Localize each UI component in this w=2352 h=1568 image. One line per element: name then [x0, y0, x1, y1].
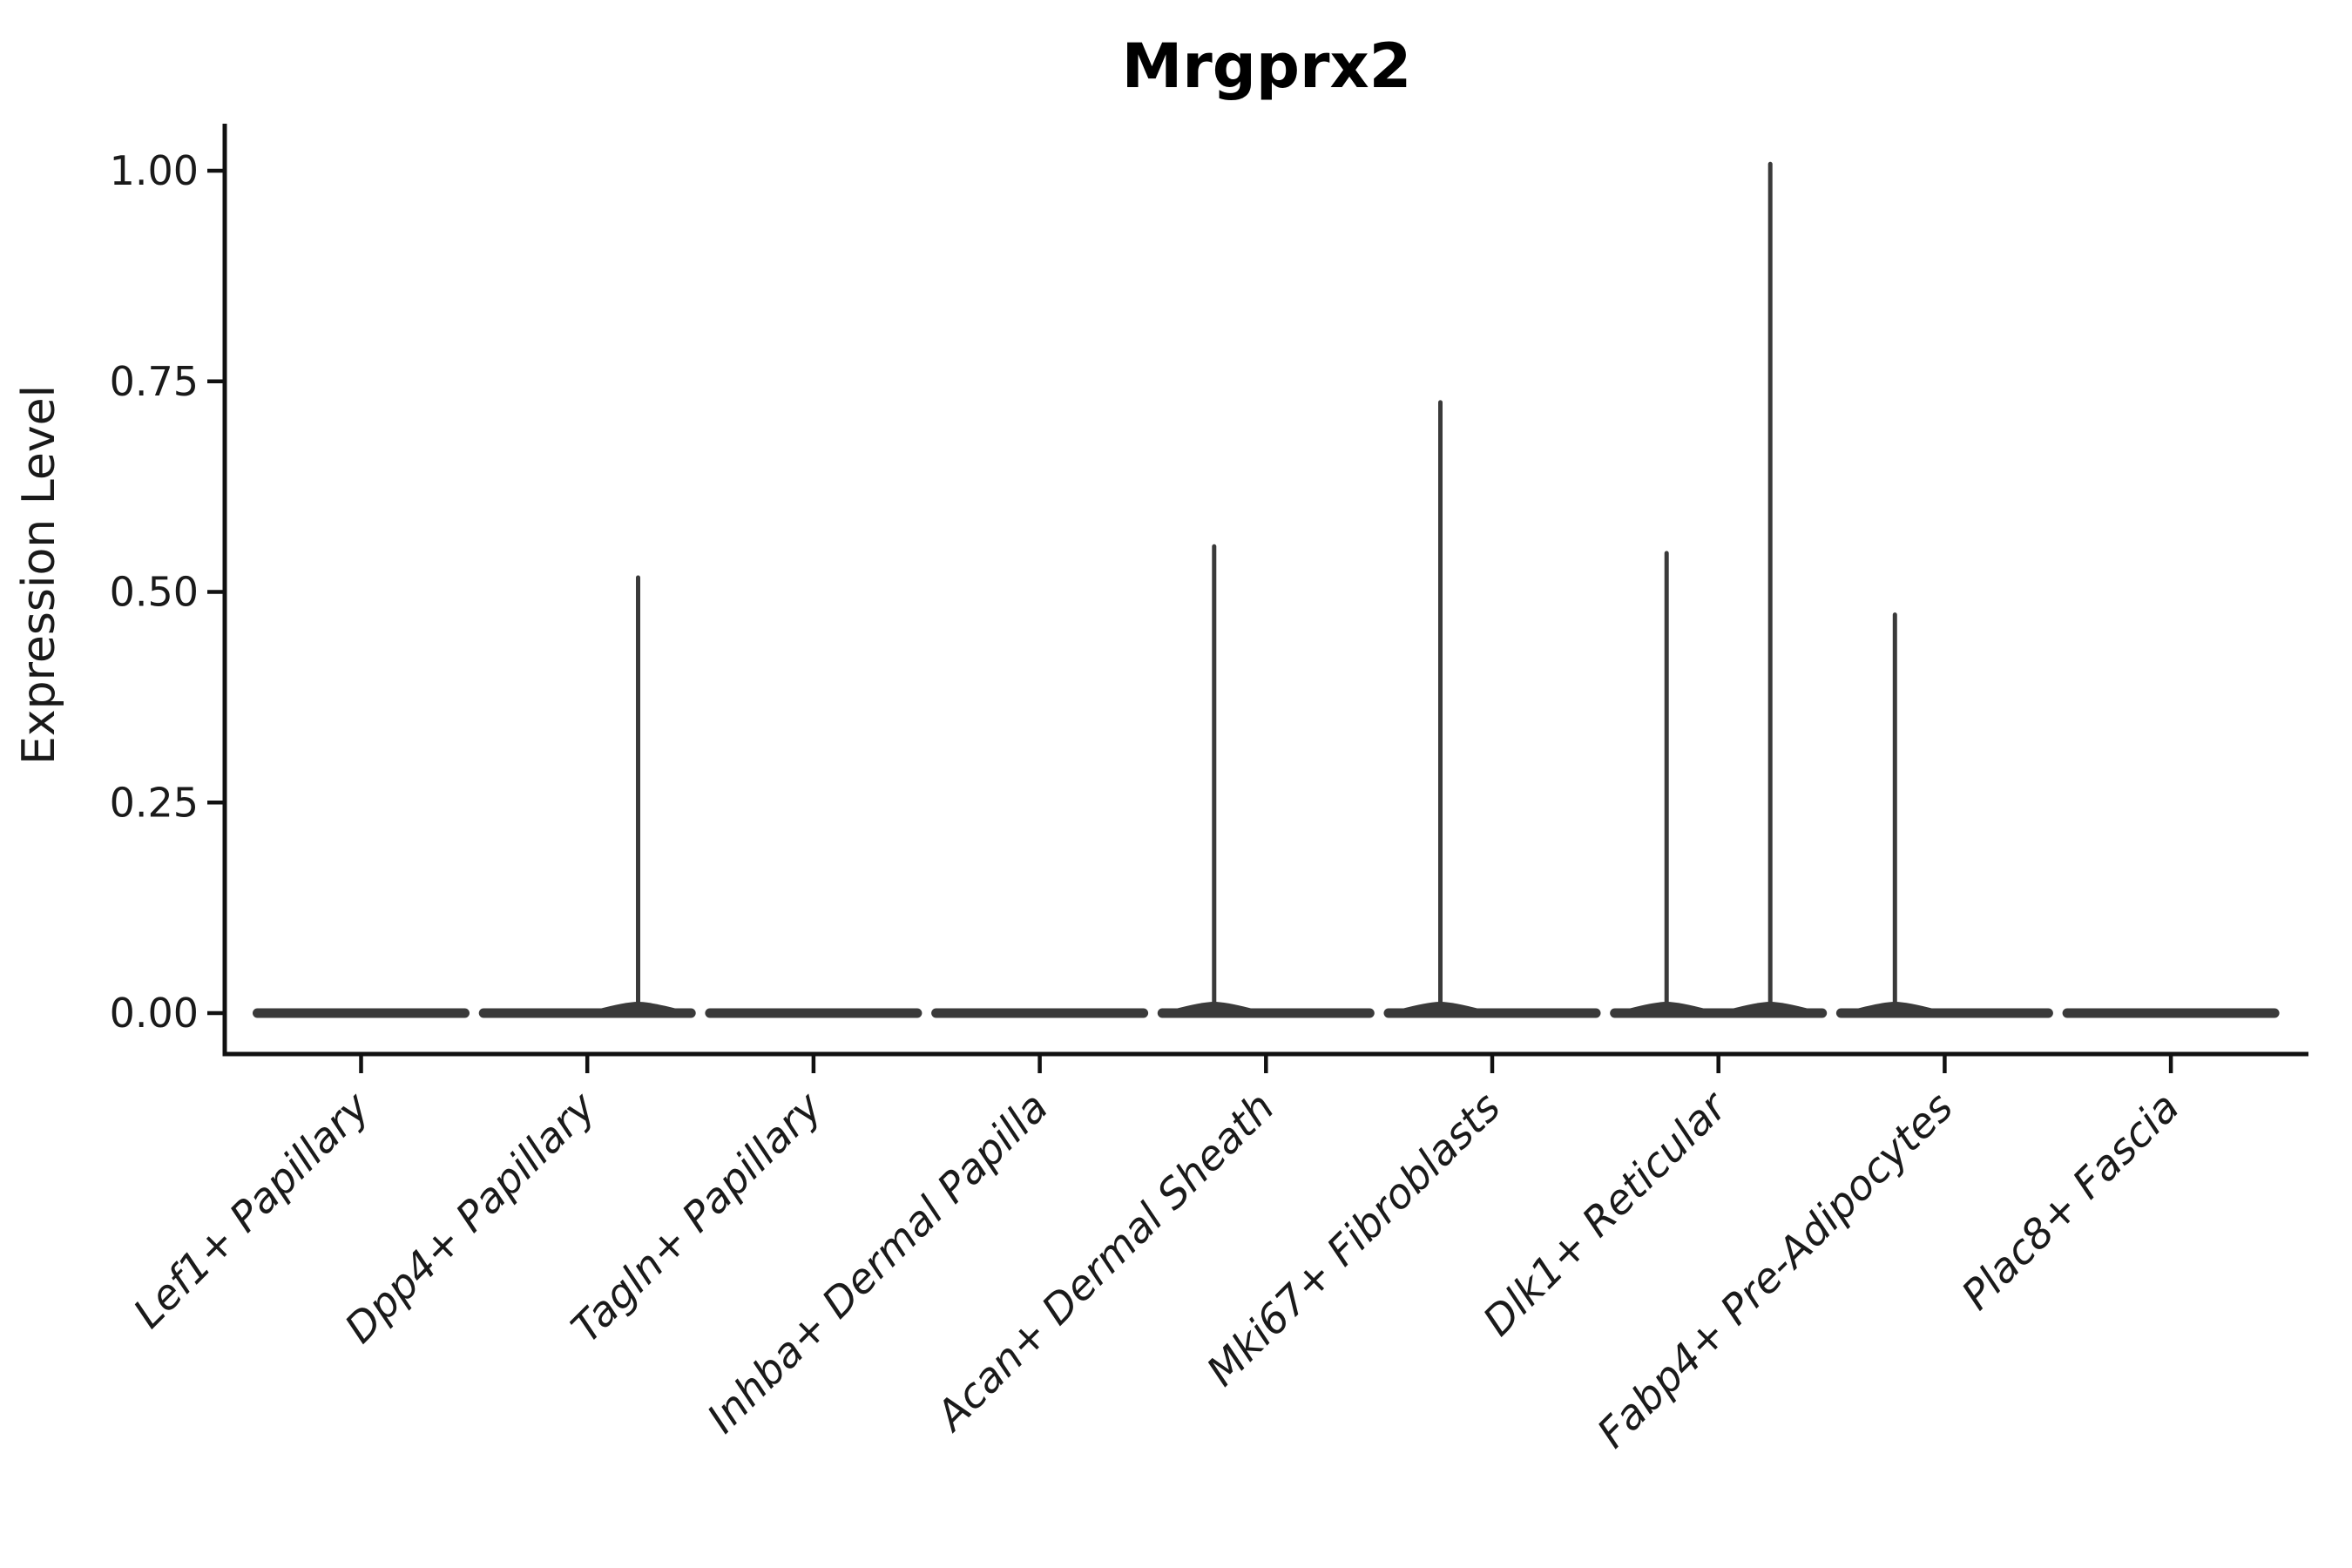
y-axis-title: Expression Level — [13, 385, 65, 765]
y-tick-label: 0.75 — [110, 358, 199, 405]
x-tick-label: Fabp4+ Pre-Adipocytes — [1588, 1084, 1962, 1457]
chart-title: Mrgprx2 — [1122, 30, 1412, 102]
x-tick-label: Lef1+ Papillary — [125, 1083, 380, 1338]
y-tick-label: 1.00 — [110, 147, 199, 194]
x-tick-label: Tagln+ Papillary — [563, 1083, 833, 1353]
y-tick-label: 0.00 — [110, 990, 199, 1037]
x-tick-label: Plac8+ Fascia — [1953, 1084, 2189, 1320]
y-tick-label: 0.25 — [110, 779, 199, 826]
x-tick-label: Dpp4+ Papillary — [336, 1083, 606, 1353]
x-tick-label: Dlk1+ Reticular — [1474, 1082, 1738, 1346]
y-tick-label: 0.50 — [110, 569, 199, 616]
